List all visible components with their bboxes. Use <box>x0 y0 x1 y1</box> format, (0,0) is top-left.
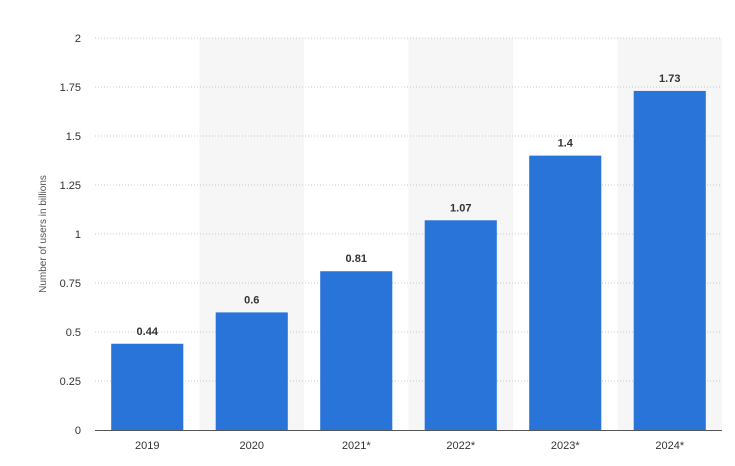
data-label: 0.81 <box>346 253 367 265</box>
x-tick-label: 2019 <box>135 440 159 452</box>
bars <box>111 90 706 431</box>
x-tick-label: 2021* <box>342 440 371 452</box>
data-label: 0.44 <box>137 326 159 338</box>
data-label: 0.6 <box>244 294 259 306</box>
data-label: 1.73 <box>659 73 680 85</box>
y-axis-ticks: 0 0.25 0.5 0.75 1 1.25 1.5 1.75 2 <box>60 33 81 437</box>
x-tick-label: 2024* <box>655 440 684 452</box>
bar[interactable] <box>111 343 184 430</box>
gridlines <box>95 37 722 382</box>
data-label: 1.07 <box>450 202 471 214</box>
bar[interactable] <box>320 271 393 430</box>
bar[interactable] <box>529 155 602 430</box>
y-tick-label: 1 <box>75 229 81 241</box>
y-tick-label: 0.25 <box>60 376 81 388</box>
y-tick-label: 0 <box>75 425 81 437</box>
y-axis-title: Number of users in billions <box>38 175 49 293</box>
x-tick-label: 2023* <box>551 440 580 452</box>
y-tick-label: 1.5 <box>66 131 81 143</box>
x-axis-ticks: 2019 2020 2021* 2022* 2023* 2024* <box>135 440 685 452</box>
bar[interactable] <box>215 312 288 430</box>
y-tick-label: 1.75 <box>60 82 81 94</box>
x-tick-label: 2022* <box>446 440 475 452</box>
data-label: 1.4 <box>558 138 574 150</box>
data-labels: 0.44 0.6 0.81 1.07 1.4 1.73 <box>137 73 681 338</box>
y-tick-label: 0.5 <box>66 327 81 339</box>
y-tick-label: 2 <box>75 33 81 45</box>
bar[interactable] <box>633 90 706 431</box>
bar[interactable] <box>424 220 497 430</box>
y-tick-label: 0.75 <box>60 278 81 290</box>
x-tick-label: 2020 <box>240 440 264 452</box>
y-tick-label: 1.25 <box>60 180 81 192</box>
